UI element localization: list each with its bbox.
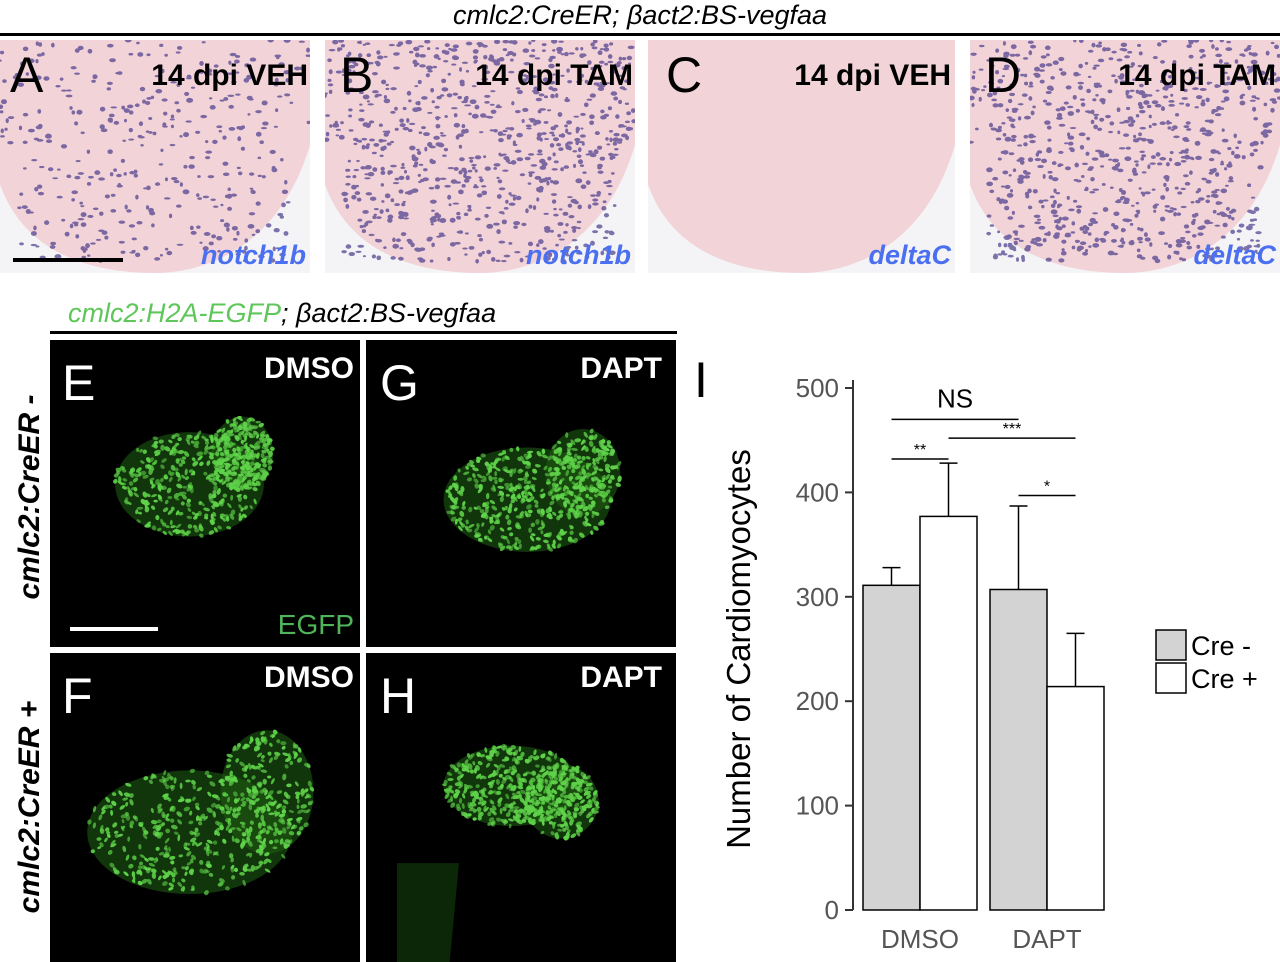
panel-e-egfp-heart	[113, 415, 275, 538]
ish-panel-b-tissue	[325, 40, 635, 273]
ish-tissue-section	[970, 40, 1280, 273]
fluorescence-section-title: cmlc2:H2A-EGFP; βact2:BS-vegfaa	[68, 298, 496, 328]
transgene-black-label: ; βact2:BS-vegfaa	[281, 298, 497, 328]
ish-panel-c-tissue	[648, 40, 955, 273]
fluorescence-section-rule	[50, 331, 677, 334]
legend-label: Cre +	[1191, 664, 1258, 694]
y-axis-title: Number of Cardiomyocytes	[720, 449, 757, 849]
x-category-label: DMSO	[881, 924, 959, 954]
y-tick-label: 300	[796, 582, 839, 612]
panel-letter-g: G	[380, 355, 419, 411]
transgene-green-label: cmlc2:H2A-EGFP	[68, 298, 282, 328]
x-category-label: DAPT	[1012, 924, 1081, 954]
fluorescence-scale-bar	[70, 627, 158, 631]
panel-h-treatment: DAPT	[580, 661, 662, 694]
panel-f-egfp-heart	[87, 729, 315, 896]
ish-tissue-section	[648, 40, 955, 273]
panel-d-condition: 14 dpi TAM	[1118, 59, 1276, 92]
y-tick-label: 100	[796, 791, 839, 821]
ish-panel-a: A 14 dpi VEH notch1b	[0, 40, 310, 273]
legend-label: Cre -	[1191, 631, 1251, 661]
panel-a-gene-label: notch1b	[201, 240, 306, 270]
significance-label: ***	[1003, 421, 1022, 438]
bar-dapt-cre-plus	[1046, 685, 1105, 911]
ish-panel-b: B 14 dpi TAM notch1b	[325, 40, 635, 273]
row-label-cre-plus: cmlc2:CreER +	[13, 700, 46, 914]
y-tick-label: 200	[796, 686, 839, 716]
y-tick-label: 0	[825, 895, 839, 925]
legend-swatch-cre-minus	[1155, 629, 1187, 661]
background-tissue-fragment	[397, 863, 459, 962]
ish-panel-d: D 14 dpi TAM deltaC	[970, 40, 1280, 273]
panel-letter-d: D	[985, 47, 1022, 103]
egfp-channel-label: EGFP	[277, 609, 354, 640]
ish-panel-c: C 14 dpi VEH deltaC	[648, 40, 955, 273]
y-tick-label: 500	[796, 373, 839, 403]
panel-h-egfp-heart	[397, 743, 600, 962]
ish-panel-a-tissue	[0, 40, 310, 273]
panel-f-treatment: DMSO	[264, 661, 354, 694]
ish-panel-d-tissue	[970, 40, 1280, 273]
significance-label: **	[914, 442, 926, 459]
fluorescence-panel-g: G DAPT	[366, 340, 676, 647]
panel-g-treatment: DAPT	[580, 352, 662, 385]
ish-scale-bar	[13, 258, 123, 262]
row-label-cre-minus: cmlc2:CreER -	[13, 394, 46, 600]
y-tick-label: 400	[796, 477, 839, 507]
panel-b-condition: 14 dpi TAM	[475, 59, 633, 92]
top-title-rule	[0, 33, 1280, 36]
panel-letter-a: A	[10, 47, 44, 103]
panel-g-egfp-heart	[443, 428, 622, 552]
legend-swatch-cre-plus	[1155, 662, 1187, 694]
panel-letter-i: I	[694, 352, 708, 408]
panel-c-gene-label: deltaC	[868, 240, 951, 270]
significance-label: *	[1044, 479, 1050, 496]
fluorescence-panel-h: H DAPT	[366, 653, 676, 962]
figure-top-title: cmlc2:CreER; βact2:BS-vegfaa	[452, 0, 828, 30]
panel-letter-b: B	[340, 47, 374, 103]
panel-c-condition: 14 dpi VEH	[794, 59, 951, 92]
panel-letter-e: E	[62, 355, 96, 411]
panel-e-treatment: DMSO	[264, 352, 354, 385]
panel-b-gene-label: notch1b	[526, 240, 631, 270]
panel-a-condition: 14 dpi VEH	[151, 59, 308, 92]
panel-letter-c: C	[666, 47, 703, 103]
panel-letter-h: H	[380, 668, 417, 724]
panel-d-gene-label: deltaC	[1193, 240, 1276, 270]
fluorescence-panel-e: E DMSO EGFP	[50, 340, 360, 647]
significance-label: NS	[937, 383, 973, 413]
bar-dapt-cre-minus	[989, 588, 1048, 911]
ish-tissue-section	[0, 40, 310, 273]
bar-dmso-cre-plus	[919, 515, 978, 911]
cardiomyocyte-bar-chart: 0 100 200 300 400 500 Number of Cardiomyocytes…	[720, 373, 1258, 954]
panel-letter-f: F	[62, 668, 93, 724]
bar-dmso-cre-minus	[862, 584, 921, 911]
fluorescence-panel-f: F DMSO	[50, 653, 360, 962]
